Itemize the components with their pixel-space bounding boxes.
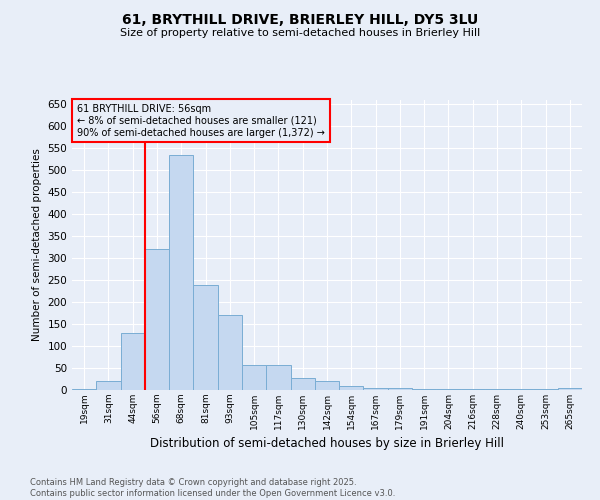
Bar [72,389,96,390]
Bar [558,388,582,390]
Bar [218,316,242,390]
Bar [193,284,218,390]
Bar [266,365,290,390]
Bar [364,388,388,390]
Bar [242,365,266,390]
Text: Size of property relative to semi-detached houses in Brierley Hill: Size of property relative to semi-detach… [120,28,480,38]
Bar [290,378,315,390]
Bar [533,389,558,390]
Text: 61, BRYTHILL DRIVE, BRIERLEY HILL, DY5 3LU: 61, BRYTHILL DRIVE, BRIERLEY HILL, DY5 3… [122,12,478,26]
Text: 61 BRYTHILL DRIVE: 56sqm
← 8% of semi-detached houses are smaller (121)
90% of s: 61 BRYTHILL DRIVE: 56sqm ← 8% of semi-de… [77,104,325,138]
Bar [121,333,145,390]
Bar [96,381,121,390]
Bar [339,386,364,390]
Text: Contains HM Land Registry data © Crown copyright and database right 2025.
Contai: Contains HM Land Registry data © Crown c… [30,478,395,498]
Bar [412,389,436,390]
Bar [509,389,533,390]
X-axis label: Distribution of semi-detached houses by size in Brierley Hill: Distribution of semi-detached houses by … [150,438,504,450]
Bar [461,389,485,390]
Bar [169,155,193,390]
Bar [436,389,461,390]
Bar [315,381,339,390]
Bar [145,250,169,390]
Y-axis label: Number of semi-detached properties: Number of semi-detached properties [32,148,42,342]
Bar [485,389,509,390]
Bar [388,388,412,390]
